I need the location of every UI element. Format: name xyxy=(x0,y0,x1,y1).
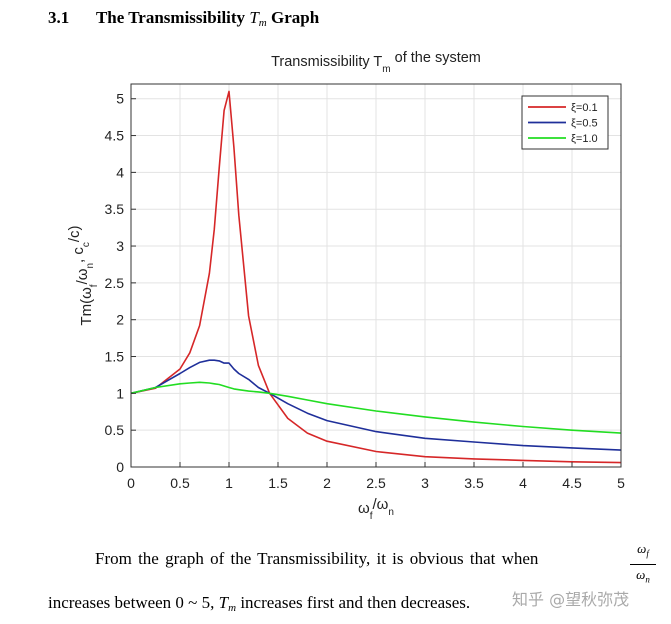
y-tick-label: 5 xyxy=(116,91,124,107)
x-tick-label: 0.5 xyxy=(170,475,190,491)
y-tick-label: 2 xyxy=(116,312,124,328)
tm-symbol: Tm xyxy=(218,593,237,614)
section-title-symbol: Tm xyxy=(249,8,267,29)
y-tick-label: 3.5 xyxy=(105,201,125,217)
y-tick-label: 0 xyxy=(116,459,124,475)
y-tick-label: 1.5 xyxy=(105,349,125,365)
y-tick-label: 1 xyxy=(116,385,124,401)
x-axis-label: ωf/ωn xyxy=(358,496,394,522)
x-tick-label: 5 xyxy=(617,475,625,491)
x-tick-label: 3.5 xyxy=(464,475,484,491)
x-tick-label: 1.5 xyxy=(268,475,288,491)
x-tick-label: 0 xyxy=(127,475,135,491)
legend-label: ξ=1.0 xyxy=(571,133,598,145)
legend-label: ξ=0.1 xyxy=(571,102,598,114)
section-title: The Transmissibility xyxy=(95,8,246,27)
paragraph-line-1: From the graph of the Transmissibility, … xyxy=(95,549,539,568)
fraction-bar xyxy=(630,563,656,565)
y-axis-label: Tm(ωf/ωn, cc/c) xyxy=(66,225,100,325)
transmissibility-chart: 0 0.5 1 1.5 2 2.5 3 3.5 4 4.5 5 0 0.5 1 1.5 2 2.5 3 3.5 4 4.… xyxy=(66,50,625,522)
series-line xyxy=(130,90,622,464)
watermark: 知乎 @望秋弥茂 xyxy=(512,590,630,609)
y-tick-label: 4.5 xyxy=(105,128,125,144)
series-line xyxy=(130,359,622,451)
x-tick-label: 4.5 xyxy=(562,475,582,491)
x-tick-label: 1 xyxy=(225,475,233,491)
x-tick-label: 3 xyxy=(421,475,429,491)
legend-label: ξ=0.5 xyxy=(571,118,598,130)
y-tick-label: 3 xyxy=(116,238,124,254)
frequency-ratio-fraction: ωf ωn xyxy=(630,541,656,587)
fraction-numerator: ωf xyxy=(637,541,649,559)
x-tick-label: 4 xyxy=(519,475,527,491)
section-number: 3.1 xyxy=(48,8,70,27)
section-heading: 3.1 The Transmissibility Tm Graph xyxy=(48,8,319,29)
y-tick-label: 2.5 xyxy=(105,275,125,291)
x-tick-label: 2 xyxy=(323,475,331,491)
paragraph-line-2: increases between 0 ~ 5, Tm increases fi… xyxy=(48,593,471,614)
chart-title: Transmissibility Tm of the system xyxy=(271,50,481,75)
x-tick-label: 2.5 xyxy=(366,475,386,491)
y-tick-label: 4 xyxy=(116,164,124,180)
y-tick-label: 0.5 xyxy=(105,422,125,438)
fraction-denominator: ωn xyxy=(636,566,650,585)
section-title-suffix: Graph xyxy=(270,8,320,27)
series-line xyxy=(130,381,622,434)
